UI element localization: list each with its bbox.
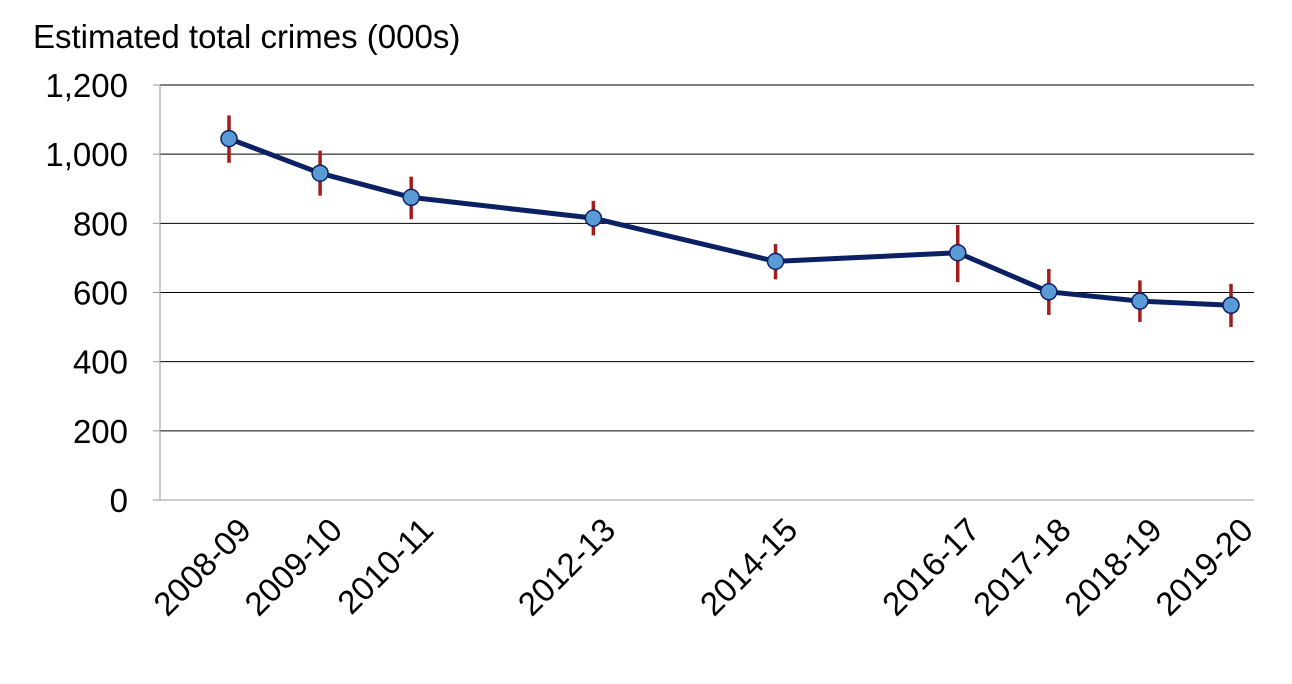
data-point xyxy=(584,209,603,227)
x-tick-label: 2012-13 xyxy=(511,511,623,623)
x-tick-label: 2014-15 xyxy=(693,511,805,623)
y-tick-labels: 0 200 400 600 800 1,000 1,200 xyxy=(45,67,128,519)
y-tick-label: 800 xyxy=(73,205,128,242)
data-points xyxy=(220,129,1240,315)
data-point xyxy=(1040,283,1058,301)
y-tick-label: 0 xyxy=(110,482,128,519)
data-point xyxy=(402,188,420,207)
data-point xyxy=(1131,292,1149,310)
y-tick-label: 1,200 xyxy=(45,67,128,104)
series xyxy=(226,136,1234,308)
y-tick-label: 1,000 xyxy=(45,136,128,173)
x-tick-label: 2018-19 xyxy=(1057,511,1169,623)
y-tick-label: 200 xyxy=(73,413,128,450)
data-point xyxy=(220,129,238,148)
x-tick-label: 2017-18 xyxy=(966,511,1078,623)
y-axis-label: Estimated total crimes (000s) xyxy=(33,18,460,55)
x-tick-label: 2019-20 xyxy=(1148,511,1260,623)
x-tick-label: 2016-17 xyxy=(875,511,987,623)
x-tick-label: 2010-11 xyxy=(330,511,440,621)
data-point xyxy=(948,243,967,262)
x-tick-label: 2009-10 xyxy=(237,511,349,623)
data-point xyxy=(766,252,785,271)
data-point xyxy=(311,164,329,182)
gridlines xyxy=(160,84,1254,432)
axes xyxy=(153,84,1254,501)
series-line xyxy=(226,136,1234,308)
y-tick-label: 400 xyxy=(73,344,128,381)
data-point xyxy=(1222,296,1240,315)
y-tick-label: 600 xyxy=(73,275,128,312)
x-tick-label: 2008-09 xyxy=(146,511,258,623)
